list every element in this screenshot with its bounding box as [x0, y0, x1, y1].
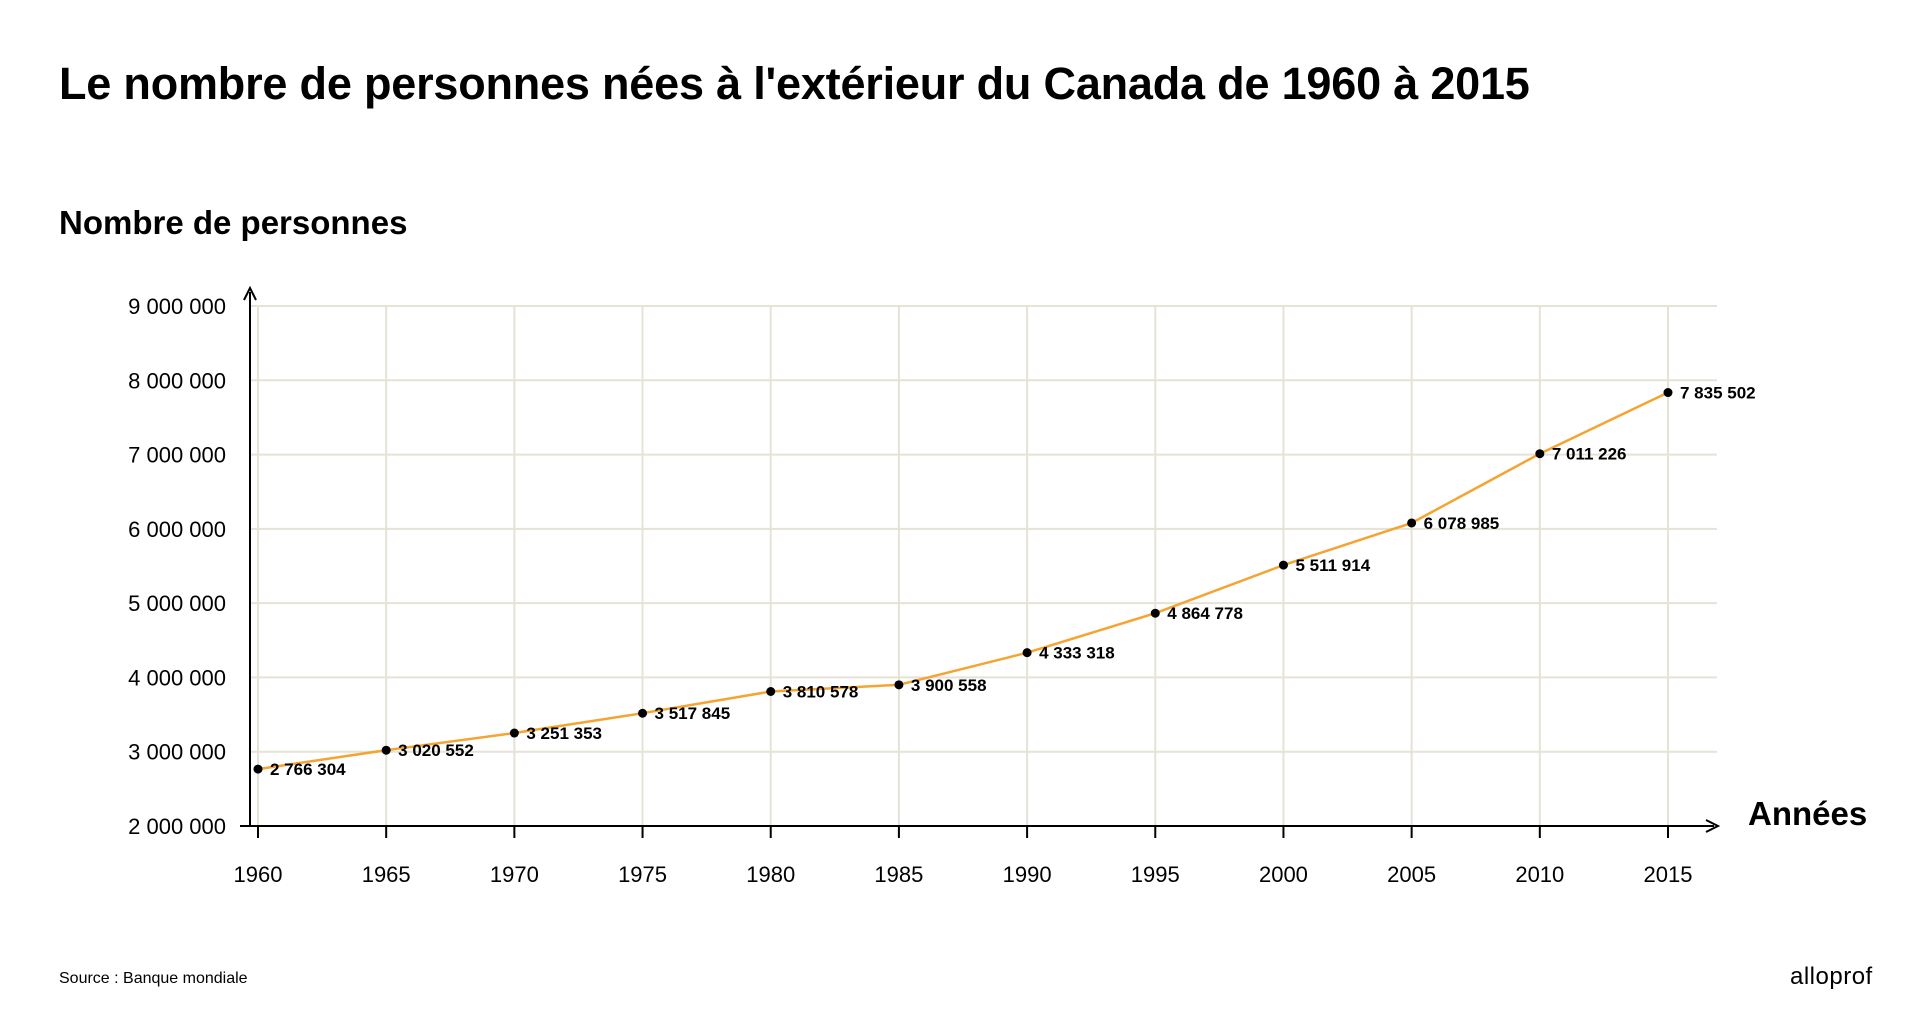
x-tick-label: 1960	[234, 862, 283, 887]
data-points	[253, 388, 1673, 774]
series-line-layer	[257, 391, 1669, 771]
source-note: Source : Banque mondiale	[59, 970, 248, 987]
data-point	[1150, 608, 1160, 618]
data-label: 7 011 226	[1552, 445, 1627, 464]
grid-layer	[250, 305, 1717, 826]
data-point	[1535, 449, 1545, 459]
x-tick-label: 1985	[874, 862, 923, 887]
data-point	[253, 764, 263, 774]
data-label: 4 864 778	[1167, 604, 1243, 623]
x-tick-label: 2010	[1515, 862, 1564, 887]
data-label: 3 900 558	[911, 676, 987, 695]
brand-logo: alloprof	[1790, 963, 1873, 990]
data-point	[1278, 560, 1288, 570]
x-tick-label: 1965	[362, 862, 411, 887]
data-point	[381, 745, 391, 755]
y-tick-label: 7 000 000	[128, 443, 226, 468]
axis-layer	[240, 285, 1721, 838]
data-point	[1407, 518, 1417, 528]
x-tick-label: 2005	[1387, 862, 1436, 887]
data-label: 3 020 552	[398, 741, 474, 760]
data-point	[766, 686, 776, 696]
data-point	[638, 708, 648, 718]
data-label: 4 333 318	[1039, 644, 1115, 663]
y-tick-label: 4 000 000	[128, 665, 226, 690]
data-label: 3 517 845	[655, 704, 731, 723]
data-label: 3 810 578	[783, 682, 859, 701]
data-labels: 2 766 304 3 020 552 3 251 353 3 517 845 3 81…	[270, 384, 1756, 780]
data-point	[1663, 388, 1673, 398]
data-point	[509, 728, 519, 738]
y-axis-label: Nombre de personnes	[59, 204, 408, 241]
y-tick-label: 3 000 000	[128, 740, 226, 765]
y-tick-label: 5 000 000	[128, 591, 226, 616]
data-label: 3 251 353	[526, 724, 602, 743]
x-axis-label: Années	[1748, 795, 1868, 832]
data-point	[894, 680, 904, 690]
y-axis-arrow	[243, 285, 257, 301]
x-tick-label: 1995	[1131, 862, 1180, 887]
y-tick-labels: 2 000 000 3 000 000 4 000 000 5 000 000 6 00…	[128, 294, 226, 839]
x-tick-label: 1990	[1003, 862, 1052, 887]
data-label: 6 078 985	[1424, 514, 1500, 533]
series-line	[257, 391, 1669, 771]
data-label: 7 835 502	[1680, 384, 1756, 403]
data-label: 2 766 304	[270, 760, 346, 779]
x-tick-label: 2000	[1259, 862, 1308, 887]
x-tick-label: 1980	[746, 862, 795, 887]
x-tick-labels: 1960 1965 1970 1975 1980 1985 1990 1995 2000 2005…	[234, 862, 1693, 887]
x-axis-arrow	[1705, 819, 1721, 833]
x-tick-label: 1970	[490, 862, 539, 887]
y-tick-label: 2 000 000	[128, 814, 226, 839]
data-label: 5 511 914	[1295, 556, 1370, 575]
y-tick-label: 6 000 000	[128, 517, 226, 542]
x-tick-label: 1975	[618, 862, 667, 887]
y-tick-label: 9 000 000	[128, 294, 226, 319]
chart-title: Le nombre de personnes nées à l'extérieu…	[59, 58, 1530, 109]
x-tick-label: 2015	[1644, 862, 1693, 887]
y-tick-label: 8 000 000	[128, 368, 226, 393]
data-point	[1022, 648, 1032, 658]
